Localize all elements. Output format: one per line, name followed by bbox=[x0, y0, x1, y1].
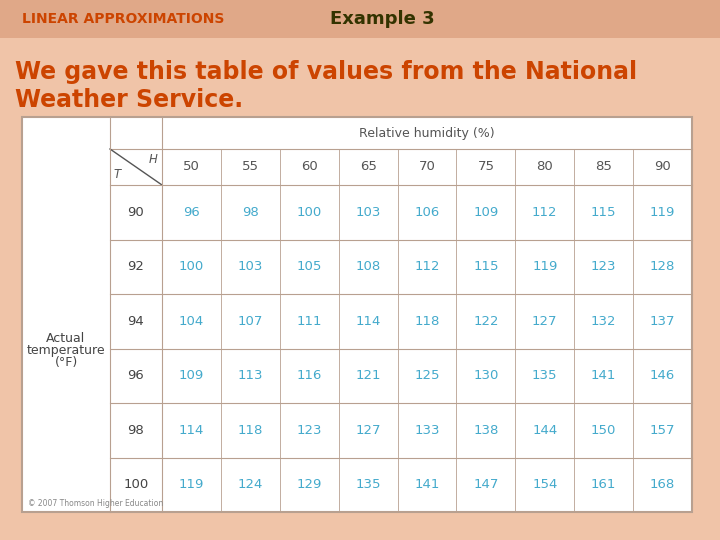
Text: LINEAR APPROXIMATIONS: LINEAR APPROXIMATIONS bbox=[22, 12, 225, 26]
Text: 122: 122 bbox=[473, 315, 499, 328]
Text: 118: 118 bbox=[414, 315, 440, 328]
Text: 103: 103 bbox=[356, 206, 381, 219]
Text: 135: 135 bbox=[532, 369, 557, 382]
Text: 116: 116 bbox=[297, 369, 322, 382]
Text: 109: 109 bbox=[179, 369, 204, 382]
Text: 98: 98 bbox=[242, 206, 258, 219]
Text: 115: 115 bbox=[473, 260, 499, 273]
Text: 114: 114 bbox=[356, 315, 381, 328]
Text: 80: 80 bbox=[536, 160, 553, 173]
Text: (°F): (°F) bbox=[55, 356, 78, 369]
Text: 146: 146 bbox=[650, 369, 675, 382]
Text: 147: 147 bbox=[473, 478, 498, 491]
Text: 98: 98 bbox=[127, 424, 145, 437]
Text: T: T bbox=[113, 168, 120, 181]
Text: 124: 124 bbox=[238, 478, 263, 491]
FancyBboxPatch shape bbox=[0, 0, 720, 38]
FancyBboxPatch shape bbox=[22, 117, 692, 512]
Text: 118: 118 bbox=[238, 424, 263, 437]
Text: 123: 123 bbox=[297, 424, 322, 437]
Text: 138: 138 bbox=[473, 424, 498, 437]
Text: 150: 150 bbox=[591, 424, 616, 437]
Text: 104: 104 bbox=[179, 315, 204, 328]
Text: 137: 137 bbox=[650, 315, 675, 328]
Text: 85: 85 bbox=[595, 160, 612, 173]
Text: 119: 119 bbox=[179, 478, 204, 491]
Text: 96: 96 bbox=[127, 369, 145, 382]
Text: 132: 132 bbox=[591, 315, 616, 328]
Text: 121: 121 bbox=[356, 369, 381, 382]
Text: 70: 70 bbox=[418, 160, 436, 173]
Text: 161: 161 bbox=[591, 478, 616, 491]
Text: 128: 128 bbox=[650, 260, 675, 273]
Text: H: H bbox=[149, 153, 158, 166]
Text: 90: 90 bbox=[654, 160, 671, 173]
Text: 144: 144 bbox=[532, 424, 557, 437]
Text: 135: 135 bbox=[356, 478, 381, 491]
Text: Actual: Actual bbox=[46, 332, 86, 345]
Text: 119: 119 bbox=[650, 206, 675, 219]
Text: 108: 108 bbox=[356, 260, 381, 273]
Text: 75: 75 bbox=[477, 160, 495, 173]
Text: We gave this table of values from the National: We gave this table of values from the Na… bbox=[15, 60, 637, 84]
Text: 65: 65 bbox=[360, 160, 377, 173]
Text: 100: 100 bbox=[123, 478, 148, 491]
Text: 109: 109 bbox=[473, 206, 498, 219]
Text: 114: 114 bbox=[179, 424, 204, 437]
Text: 105: 105 bbox=[297, 260, 322, 273]
Text: 168: 168 bbox=[650, 478, 675, 491]
Text: 103: 103 bbox=[238, 260, 263, 273]
Text: 157: 157 bbox=[650, 424, 675, 437]
Text: 127: 127 bbox=[532, 315, 557, 328]
Text: 115: 115 bbox=[591, 206, 616, 219]
Text: 96: 96 bbox=[183, 206, 200, 219]
Text: 50: 50 bbox=[183, 160, 200, 173]
Text: 112: 112 bbox=[414, 260, 440, 273]
Text: 94: 94 bbox=[127, 315, 145, 328]
Text: temperature: temperature bbox=[27, 344, 105, 357]
Text: 141: 141 bbox=[591, 369, 616, 382]
Text: © 2007 Thomson Higher Education: © 2007 Thomson Higher Education bbox=[28, 498, 163, 508]
Text: 55: 55 bbox=[242, 160, 258, 173]
Text: 112: 112 bbox=[532, 206, 557, 219]
Text: 90: 90 bbox=[127, 206, 145, 219]
Text: 127: 127 bbox=[356, 424, 381, 437]
Text: 92: 92 bbox=[127, 260, 145, 273]
Text: 141: 141 bbox=[414, 478, 440, 491]
Text: Example 3: Example 3 bbox=[330, 10, 435, 28]
Text: 106: 106 bbox=[415, 206, 440, 219]
Text: 129: 129 bbox=[297, 478, 322, 491]
Text: 100: 100 bbox=[179, 260, 204, 273]
Text: Weather Service.: Weather Service. bbox=[15, 88, 243, 112]
Text: 60: 60 bbox=[301, 160, 318, 173]
Text: 107: 107 bbox=[238, 315, 263, 328]
Text: 100: 100 bbox=[297, 206, 322, 219]
Text: 111: 111 bbox=[297, 315, 322, 328]
Text: 133: 133 bbox=[414, 424, 440, 437]
Text: 119: 119 bbox=[532, 260, 557, 273]
Text: 130: 130 bbox=[473, 369, 498, 382]
Text: 123: 123 bbox=[591, 260, 616, 273]
Text: 113: 113 bbox=[238, 369, 263, 382]
Text: 125: 125 bbox=[414, 369, 440, 382]
Text: 154: 154 bbox=[532, 478, 557, 491]
Text: Relative humidity (%): Relative humidity (%) bbox=[359, 126, 495, 139]
